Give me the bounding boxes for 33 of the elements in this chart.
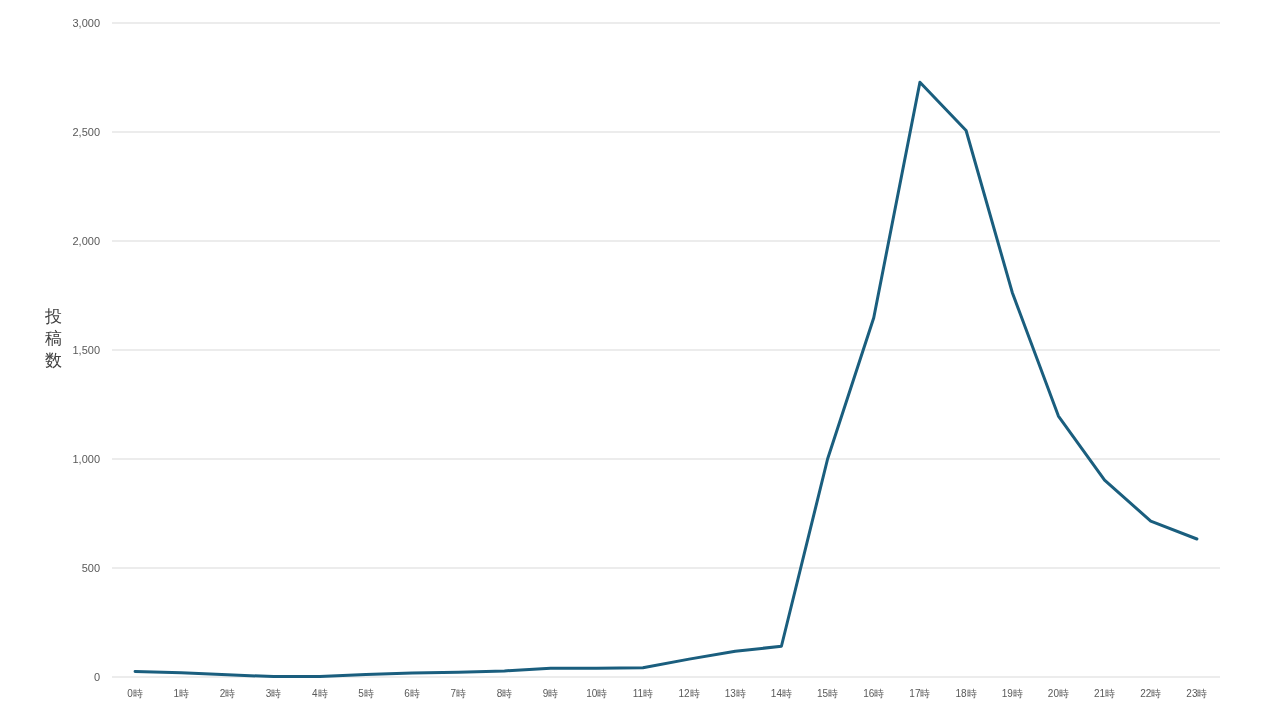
x-tick-label: 2時 (219, 688, 236, 699)
x-tick-label: 16時 (863, 688, 885, 699)
x-tick-label: 14時 (770, 688, 792, 699)
x-tick-label: 4時 (311, 688, 328, 699)
y-tick-label: 0 (93, 671, 100, 683)
x-tick-label: 8時 (496, 688, 513, 699)
x-tick-label: 9時 (542, 688, 559, 699)
y-tick-label: 1,000 (72, 453, 100, 465)
x-tick-label: 22時 (1140, 688, 1162, 699)
x-tick-label: 13時 (724, 688, 746, 699)
x-tick-label: 10時 (586, 688, 608, 699)
y-tick-label: 500 (81, 562, 100, 574)
x-tick-label: 5時 (358, 688, 374, 699)
x-tick-label: 23時 (1186, 688, 1208, 699)
x-tick-label: 17時 (909, 688, 931, 699)
y-tick-label: 2,000 (72, 235, 100, 247)
y-axis-title: 投稿数 (43, 307, 62, 370)
x-tick-label: 7時 (450, 688, 467, 699)
x-tick-label: 6時 (404, 688, 420, 699)
x-tick-label: 20時 (1047, 688, 1069, 699)
y-tick-label: 1,500 (72, 344, 100, 356)
x-tick-label: 18時 (955, 688, 977, 699)
y-tick-label: 3,000 (72, 17, 100, 29)
x-tick-label: 21時 (1094, 688, 1116, 699)
x-tick-label: 1時 (173, 688, 190, 699)
x-tick-label: 11時 (632, 688, 654, 699)
y-tick-label: 2,500 (72, 126, 100, 138)
line-series (133, 80, 1199, 679)
x-tick-label: 19時 (1001, 688, 1023, 699)
x-tick-label: 0時 (127, 688, 143, 699)
x-tick-label: 12時 (678, 688, 700, 699)
x-tick-label: 15時 (817, 688, 839, 699)
x-tick-label: 3時 (265, 688, 282, 699)
